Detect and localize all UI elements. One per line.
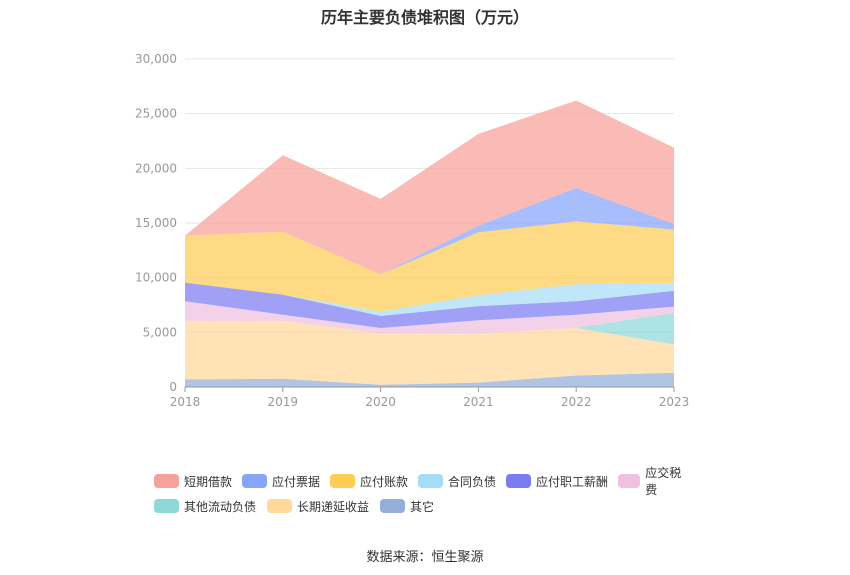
legend-item[interactable]: 其它 [380, 498, 440, 514]
legend-swatch [506, 474, 531, 488]
area-series-应交税费 [185, 301, 674, 334]
y-tick-label: 25,000 [135, 107, 177, 121]
legend-swatch [330, 474, 355, 488]
x-tick-label: 2021 [463, 395, 494, 409]
legend: 短期借款 应付票据 应付账款 合同负债 应付职工薪酬 应交税费其他流动负债 长期递延收益 其它 [154, 466, 714, 523]
y-tick-label: 30,000 [135, 52, 177, 66]
legend-swatch [618, 474, 641, 488]
y-tick-label: 20,000 [135, 161, 177, 175]
legend-item[interactable]: 应付职工薪酬 [506, 473, 618, 489]
legend-swatch [267, 499, 292, 513]
legend-label: 其它 [410, 499, 435, 514]
y-tick-label: 5,000 [143, 325, 177, 339]
area-series-应付职工薪酬 [185, 282, 674, 328]
x-tick-label: 2022 [561, 395, 592, 409]
legend-label: 应付账款 [360, 474, 409, 489]
area-series-其它 [185, 372, 674, 387]
area-series-应付票据 [185, 188, 674, 275]
legend-item[interactable]: 应付票据 [242, 473, 330, 489]
legend-item[interactable]: 应交税费 [618, 466, 688, 497]
area-series-合同负债 [185, 282, 674, 316]
y-tick-label: 10,000 [135, 271, 177, 285]
y-tick-label: 0 [169, 380, 177, 394]
legend-swatch [242, 474, 267, 488]
area-series-应付账款 [185, 221, 674, 312]
area-series [185, 100, 674, 387]
legend-swatch [154, 499, 179, 513]
data-source-note: 数据来源：恒生聚源 [366, 550, 484, 565]
legend-swatch [154, 474, 179, 488]
legend-label: 其他流动负债 [184, 499, 257, 514]
area-series-长期递延收益 [185, 320, 674, 385]
legend-label: 应交税费 [645, 466, 682, 497]
area-series-短期借款 [185, 100, 674, 275]
legend-item[interactable]: 其他流动负债 [154, 498, 267, 514]
legend-swatch [380, 499, 405, 513]
x-tick-label: 2023 [659, 395, 690, 409]
legend-swatch [418, 474, 443, 488]
legend-item[interactable]: 应付账款 [330, 473, 418, 489]
legend-item[interactable]: 短期借款 [154, 473, 242, 489]
x-tick-label: 2018 [170, 395, 201, 409]
legend-label: 应付票据 [272, 474, 321, 489]
legend-item[interactable]: 合同负债 [418, 473, 506, 489]
y-tick-label: 15,000 [135, 216, 177, 230]
legend-item[interactable]: 长期递延收益 [267, 498, 380, 514]
axes: 0 5,000 10,000 15,000 20,000 25,000 30,000 2018… [135, 52, 689, 409]
legend-label: 长期递延收益 [297, 499, 370, 514]
legend-label: 短期借款 [184, 474, 233, 489]
chart-title: 历年主要负债堆积图（万元） [320, 8, 529, 27]
x-tick-label: 2019 [268, 395, 299, 409]
legend-label: 应付职工薪酬 [536, 474, 609, 489]
legend-label: 合同负债 [448, 474, 497, 489]
x-tick-label: 2020 [365, 395, 396, 409]
